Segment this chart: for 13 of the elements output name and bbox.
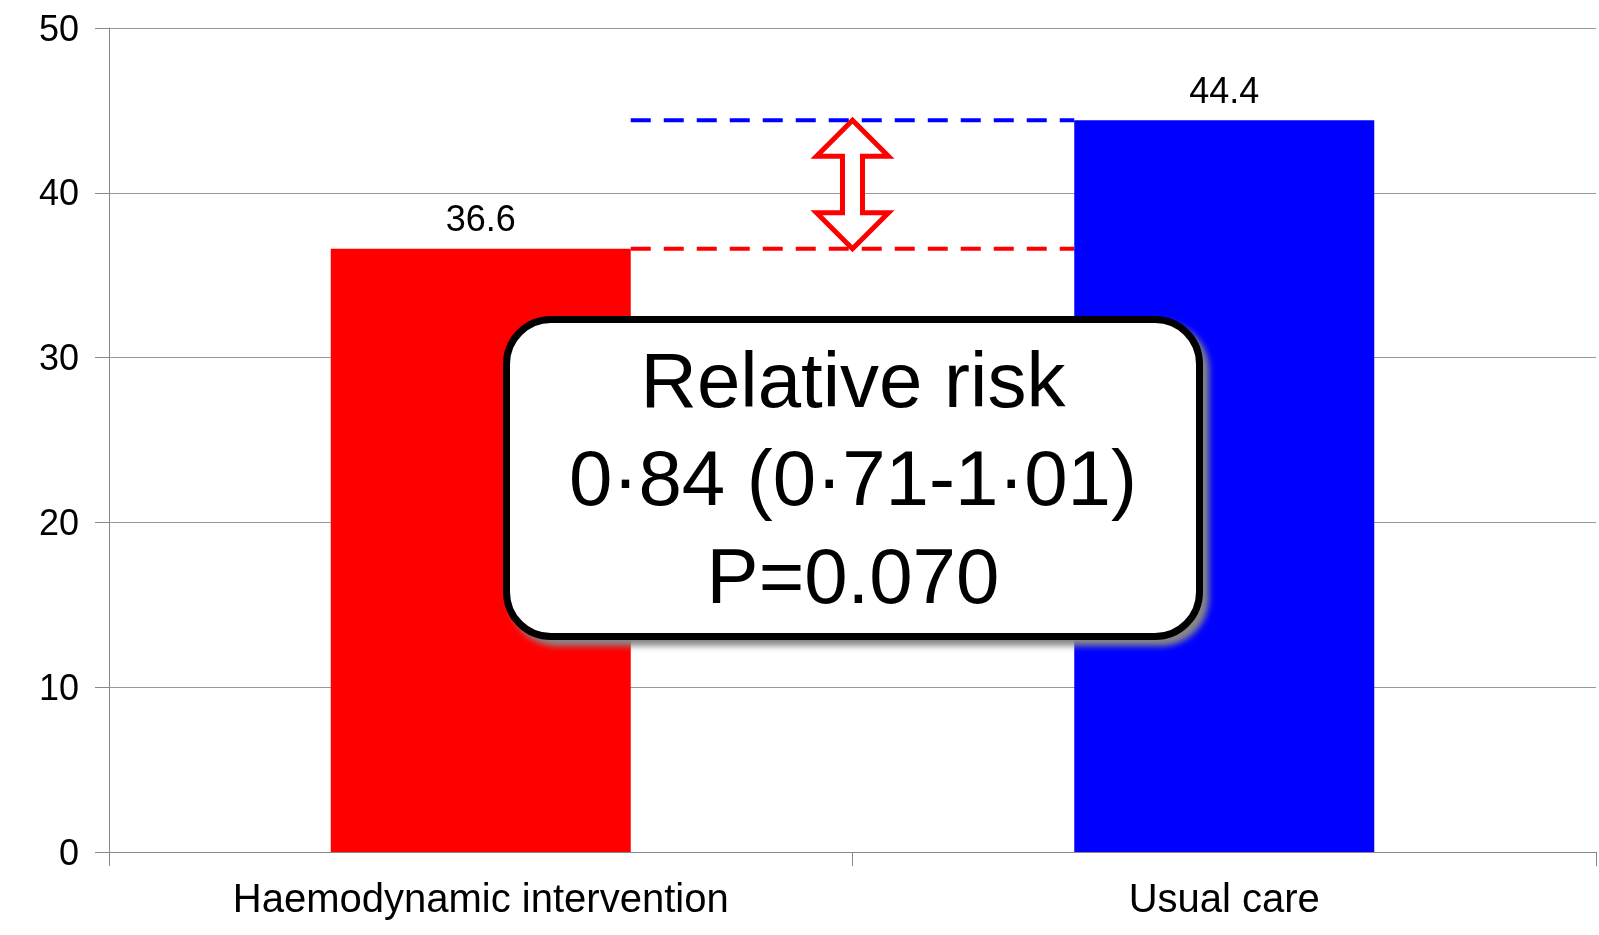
annotation: P=0.070 [706,531,1000,622]
y-tick-label: 10 [38,666,79,708]
y-tick-label: 20 [38,501,79,543]
data-label: 44.4 [1189,69,1260,111]
annotation: Relative risk [640,335,1066,426]
y-tick-label: 0 [58,831,79,873]
x-tick-label: Haemodynamic intervention [232,876,729,920]
y-tick-label: 30 [38,337,79,379]
annotation: 0·84 (0·71-1·01) [569,433,1137,524]
x-tick-label: Usual care [1128,876,1320,920]
data-label: 36.6 [445,198,516,240]
y-tick-label: 50 [38,7,79,49]
y-tick-label: 40 [38,172,79,214]
